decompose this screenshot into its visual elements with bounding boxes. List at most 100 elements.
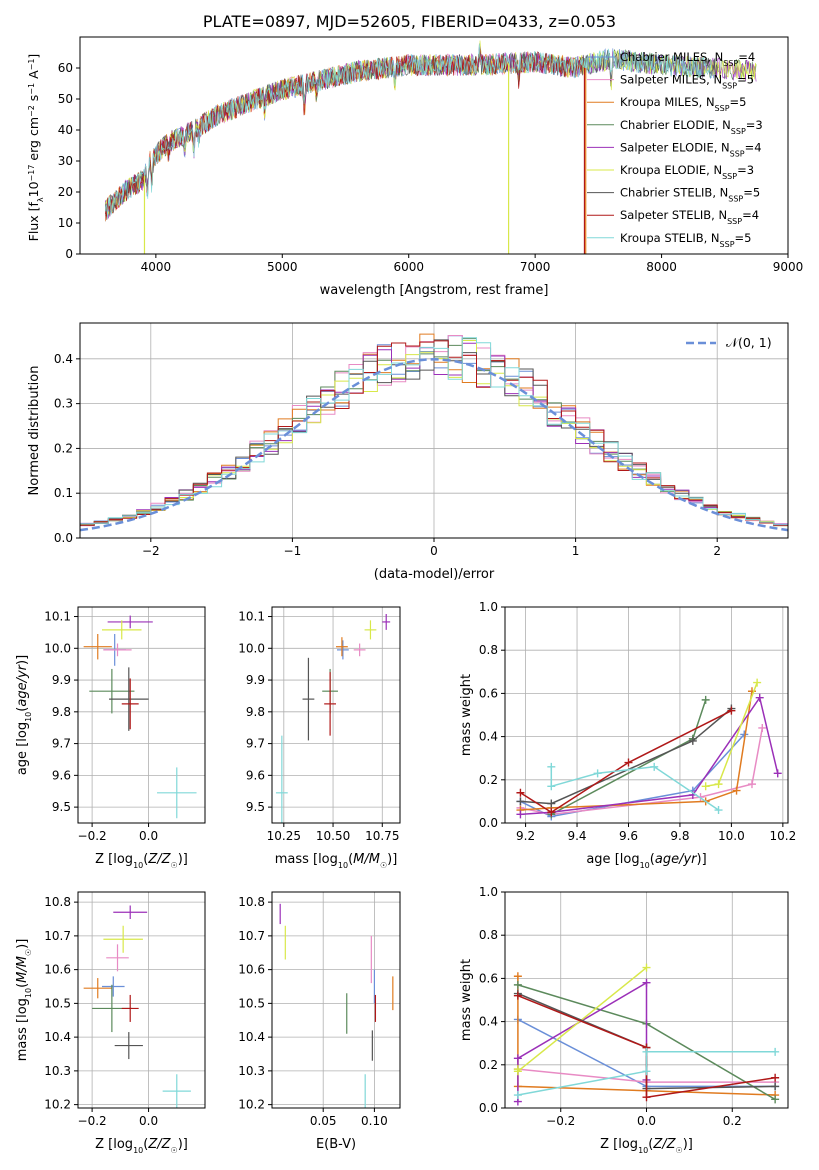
y-tick-label: 1.0	[479, 600, 498, 614]
point-salpeter_stelib	[121, 994, 139, 1022]
y-tick-label: 0.2	[479, 1058, 498, 1072]
x-tick-label: 6000	[393, 260, 424, 274]
weight_vs_age-axes	[501, 606, 788, 827]
y-tick-label: 0.0	[54, 531, 73, 545]
y-tick-label: 0.6	[479, 686, 498, 700]
weight-marker	[714, 780, 723, 789]
y-tick-label: 10.2	[44, 1098, 71, 1112]
y-tick-label: 40	[58, 123, 73, 137]
x-tick-label: 0.0	[139, 829, 158, 843]
x-tick-label: −0.2	[546, 1114, 575, 1128]
weight-marker	[753, 678, 762, 687]
weight-marker	[513, 1054, 522, 1063]
weight-marker	[642, 978, 651, 987]
series-kroupa_elodie	[513, 963, 651, 1076]
age_vs_Z-axes	[74, 607, 205, 827]
y-tick-label: 10.5	[44, 996, 71, 1010]
mass_vs_ebv-axes	[268, 892, 400, 1112]
weight-line	[517, 1051, 776, 1096]
weight-line	[520, 710, 732, 814]
figure-title: PLATE=0897, MJD=52605, FIBERID=0433, z=0…	[202, 12, 617, 31]
legend-label-chabrier_stelib: Chabrier STELIB, NSSP=5	[620, 186, 760, 204]
mass_vs_Z-ylabel: mass [log10(M/M☉)]	[15, 939, 33, 1062]
legend-label-salpeter_elodie: Salpeter ELODIE, NSSP=4	[620, 140, 762, 158]
age_vs_Z-ylabel: age [log10(age/yr)]	[15, 655, 33, 775]
y-tick-label: 0.4	[479, 1015, 498, 1029]
series-kroupa_miles	[516, 687, 756, 815]
age_vs_mass-axes	[268, 607, 400, 827]
mass_vs_ebv-frame	[271, 891, 401, 1109]
point-salpeter_miles	[103, 643, 132, 657]
y-tick-label: 10.0	[238, 641, 265, 655]
point-chabrier_stelib	[114, 1032, 143, 1060]
weight-marker	[642, 963, 651, 972]
age_vs_Z-frame	[77, 606, 206, 824]
weight_vs_age-xlabel: age [log10(age/yr)]	[586, 852, 706, 870]
x-tick-label: 10.75	[365, 829, 399, 843]
series-salpeter_stelib	[516, 706, 736, 817]
weight-marker	[642, 1067, 651, 1076]
y-tick-label: 0.8	[479, 928, 498, 942]
y-tick-label: 10.3	[238, 1064, 265, 1078]
weight-marker	[701, 782, 710, 791]
weight-marker	[773, 769, 782, 778]
point-chabrier_stelib	[302, 657, 315, 741]
point-kroupa_miles	[83, 978, 112, 999]
weight-marker	[771, 1082, 780, 1091]
mass_vs_Z-axes	[74, 892, 205, 1112]
weight_vs_Z-frame	[504, 891, 789, 1109]
point-salpeter_stelib	[324, 672, 336, 736]
weight-marker	[688, 736, 697, 745]
y-tick-label: 10.1	[238, 610, 265, 624]
weight_vs_Z-axes	[501, 891, 788, 1112]
weight-marker	[758, 723, 767, 732]
weight-line	[517, 976, 776, 1096]
x-tick-label: −0.2	[78, 829, 107, 843]
series-kroupa_stelib	[547, 762, 723, 815]
weight-line	[517, 967, 647, 1073]
weight-marker	[727, 706, 736, 715]
y-tick-label: 20	[58, 185, 73, 199]
y-tick-label: 60	[58, 61, 73, 75]
weight-marker	[547, 799, 556, 808]
point-chabrier_miles	[336, 640, 349, 660]
x-tick-label: 10.0	[718, 829, 745, 843]
y-tick-label: 0.2	[479, 773, 498, 787]
y-tick-label: 10.8	[44, 895, 71, 909]
legend-label-chabrier_elodie: Chabrier ELODIE, NSSP=3	[620, 118, 763, 136]
x-tick-label: −0.2	[78, 1114, 107, 1128]
spectrum-frame	[79, 36, 789, 255]
y-tick-label: 0.1	[54, 486, 73, 500]
weight-marker	[701, 695, 710, 704]
mass_vs_ebv-xlabel: E(B-V)	[316, 1137, 356, 1152]
weight_vs_age-frame	[504, 606, 789, 824]
x-tick-label: 2	[713, 544, 721, 558]
y-tick-label: 10.6	[44, 963, 71, 977]
residuals-frame	[79, 322, 789, 539]
y-tick-label: 0.6	[479, 971, 498, 985]
gaussian-curve	[79, 358, 789, 532]
x-tick-label: 0.2	[723, 1114, 742, 1128]
x-tick-label: 10.25	[267, 829, 301, 843]
x-tick-label: 9.4	[567, 829, 586, 843]
legend-label-salpeter_miles: Salpeter MILES, NSSP=5	[620, 73, 754, 91]
y-tick-label: 1.0	[479, 885, 498, 899]
y-tick-label: 10.3	[44, 1064, 71, 1078]
x-tick-label: 0	[430, 544, 438, 558]
point-kroupa_elodie	[103, 925, 143, 953]
y-tick-label: 10.2	[238, 1098, 265, 1112]
weight-marker	[513, 980, 522, 989]
x-tick-label: 7000	[520, 260, 551, 274]
weight-line	[520, 707, 732, 805]
y-tick-label: 0.0	[479, 1101, 498, 1115]
x-tick-label: −1	[284, 544, 302, 558]
point-kroupa_elodie	[364, 620, 377, 640]
y-tick-label: 10.5	[238, 996, 265, 1010]
mass_vs_Z-xlabel: Z [log10(Z/Z☉)]	[95, 1137, 188, 1155]
point-kroupa_stelib	[275, 735, 288, 823]
y-tick-label: 10.4	[238, 1030, 265, 1044]
legend-label-kroupa_elodie: Kroupa ELODIE, NSSP=3	[620, 163, 754, 181]
legend-label-kroupa_miles: Kroupa MILES, NSSP=5	[620, 95, 746, 113]
y-tick-label: 9.7	[246, 737, 265, 751]
age_vs_Z-xlabel: Z [log10(Z/Z☉)]	[95, 852, 188, 870]
